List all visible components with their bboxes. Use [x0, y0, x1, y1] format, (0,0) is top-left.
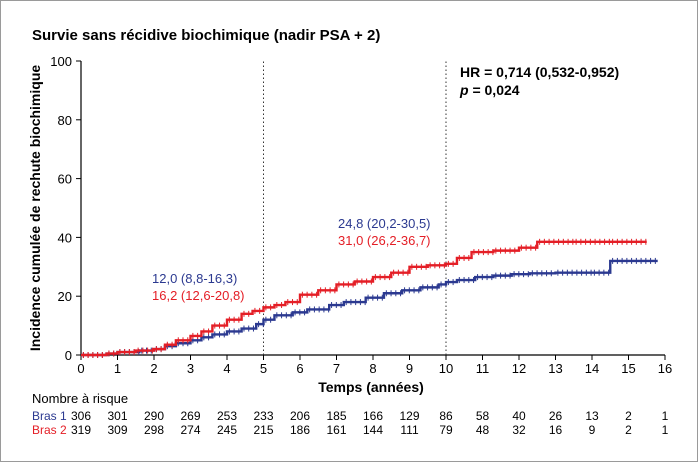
x-tick-label-13: 13 — [548, 361, 562, 376]
x-tick-label-14: 14 — [585, 361, 599, 376]
risk-value: 245 — [217, 423, 237, 437]
x-tick-label-1: 1 — [114, 361, 121, 376]
x-tick-label-3: 3 — [187, 361, 194, 376]
risk-value: 144 — [363, 423, 383, 437]
risk-table-title: Nombre à risque — [32, 391, 128, 406]
risk-value: 206 — [290, 409, 310, 423]
risk-value: 319 — [71, 423, 91, 437]
p-value-annotation: p = 0,024 — [459, 82, 520, 98]
risk-row-label-1: Bras 1 — [32, 409, 67, 423]
p-value-symbol: p — [459, 82, 469, 98]
y-tick-label-60: 60 — [58, 172, 72, 187]
risk-value: 40 — [512, 409, 526, 423]
risk-value: 79 — [439, 423, 453, 437]
annotations: HR = 0,714 (0,532-0,952) p = 0,024 12,0 … — [152, 64, 619, 303]
y-tick-label-20: 20 — [58, 289, 72, 304]
x-tick-label-9: 9 — [406, 361, 413, 376]
risk-value: 9 — [589, 423, 596, 437]
x-tick-label-8: 8 — [369, 361, 376, 376]
y-tick-label-80: 80 — [58, 113, 72, 128]
x-tick-label-11: 11 — [476, 361, 490, 376]
risk-value: 13 — [585, 409, 599, 423]
risk-table: Bras 1 306 301 290 269 253 233 206 185 166 129 86 58… — [32, 409, 669, 437]
risk-value: 26 — [549, 409, 563, 423]
risk-value: 253 — [217, 409, 237, 423]
bras2-5y-annotation: 16,2 (12,6-20,8) — [152, 288, 245, 303]
risk-value: 274 — [180, 423, 200, 437]
risk-value: 1 — [662, 409, 669, 423]
risk-value: 233 — [253, 409, 273, 423]
reference-lines — [263, 61, 447, 355]
risk-row-label-2: Bras 2 — [32, 423, 67, 437]
y-tick-label-100: 100 — [50, 54, 72, 69]
risk-value: 269 — [180, 409, 200, 423]
y-axis-label: Incidence cumulée de rechute biochimique — [27, 65, 43, 352]
x-tick-label-0: 0 — [77, 361, 84, 376]
risk-value: 186 — [290, 423, 310, 437]
risk-value: 32 — [512, 423, 526, 437]
y-tick-label-0: 0 — [65, 348, 72, 363]
x-tick-label-16: 16 — [658, 361, 672, 376]
p-value-text: = 0,024 — [469, 82, 520, 98]
risk-value: 1 — [662, 423, 669, 437]
risk-value: 2 — [625, 409, 632, 423]
risk-value: 301 — [107, 409, 127, 423]
x-tick-label-7: 7 — [333, 361, 340, 376]
risk-value: 290 — [144, 409, 164, 423]
risk-value: 166 — [363, 409, 383, 423]
bras2-10y-annotation: 31,0 (26,2-36,7) — [338, 233, 431, 248]
x-tick-label-2: 2 — [150, 361, 157, 376]
x-tick-label-5: 5 — [260, 361, 267, 376]
risk-value: 185 — [326, 409, 346, 423]
x-tick-label-4: 4 — [223, 361, 230, 376]
hazard-ratio-annotation: HR = 0,714 (0,532-0,952) — [460, 64, 619, 80]
series-layer — [81, 238, 658, 358]
risk-value: 58 — [476, 409, 490, 423]
y-tick-label-40: 40 — [58, 230, 72, 245]
censor-marks-bras-2 — [82, 238, 647, 358]
risk-value: 215 — [253, 423, 273, 437]
risk-value: 298 — [144, 423, 164, 437]
x-tick-label-15: 15 — [621, 361, 635, 376]
risk-value: 129 — [399, 409, 419, 423]
risk-value: 161 — [326, 423, 346, 437]
risk-value: 309 — [107, 423, 127, 437]
x-tick-label-12: 12 — [512, 361, 526, 376]
risk-value: 111 — [400, 423, 419, 437]
x-tick-label-6: 6 — [296, 361, 303, 376]
bras1-10y-annotation: 24,8 (20,2-30,5) — [338, 216, 431, 231]
risk-value: 2 — [625, 423, 632, 437]
bras1-5y-annotation: 12,0 (8,8-16,3) — [152, 271, 237, 286]
risk-value: 86 — [439, 409, 453, 423]
risk-value: 306 — [71, 409, 91, 423]
x-tick-label-10: 10 — [439, 361, 453, 376]
risk-value: 16 — [549, 423, 563, 437]
risk-value: 48 — [476, 423, 490, 437]
x-axis-label: Temps (années) — [318, 379, 424, 395]
chart-title: Survie sans récidive biochimique (nadir … — [32, 27, 380, 44]
